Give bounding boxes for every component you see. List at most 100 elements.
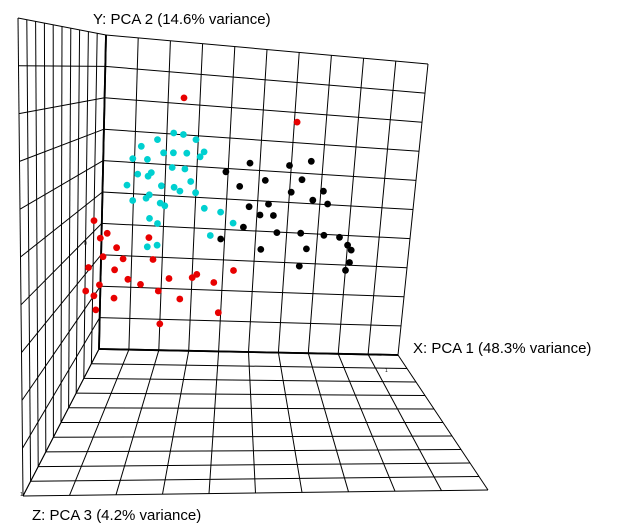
left-wall-vertical-gridline xyxy=(43,23,47,452)
data-point-series-1 xyxy=(200,204,208,212)
back-wall-vertical-gridline xyxy=(337,58,365,354)
data-point-series-1 xyxy=(187,178,195,185)
data-point-series-2 xyxy=(236,183,244,190)
data-point-series-1 xyxy=(192,136,200,144)
data-point-series-1 xyxy=(129,155,137,163)
data-point-series-3 xyxy=(165,275,173,282)
back-wall-vertical-gridline xyxy=(397,63,429,356)
data-point-series-1 xyxy=(161,202,169,210)
data-point-series-1 xyxy=(181,165,189,173)
floor-depth-gridline xyxy=(22,489,489,497)
data-point-series-3 xyxy=(137,281,144,288)
data-point-series-1 xyxy=(154,136,161,144)
data-point-series-1 xyxy=(192,189,200,197)
data-point-series-2 xyxy=(347,246,355,254)
data-point-series-3 xyxy=(99,253,107,261)
left-wall-horizontal-gridline xyxy=(20,223,103,306)
data-point-series-1 xyxy=(170,149,177,157)
data-point-series-2 xyxy=(257,246,265,253)
data-point-series-3 xyxy=(103,229,111,237)
data-point-series-2 xyxy=(256,211,264,219)
x-end-mark: 1 xyxy=(385,368,388,374)
data-point-series-3 xyxy=(96,281,103,289)
data-point-series-2 xyxy=(320,231,328,239)
data-point-series-3 xyxy=(156,320,164,328)
data-point-series-3 xyxy=(90,292,98,300)
data-point-series-2 xyxy=(246,159,254,167)
data-point-series-1 xyxy=(129,197,137,204)
data-point-series-3 xyxy=(193,271,201,278)
left-wall-horizontal-gridline xyxy=(22,317,101,449)
data-point-series-2 xyxy=(320,187,327,195)
data-point-series-3 xyxy=(145,234,153,242)
data-point-series-2 xyxy=(286,162,293,169)
data-point-series-3 xyxy=(180,94,188,102)
data-point-series-3 xyxy=(90,217,98,225)
data-point-series-2 xyxy=(245,203,253,211)
data-point-series-1 xyxy=(170,129,178,137)
left-wall-vertical-gridline xyxy=(35,21,39,467)
floor-width-gridline xyxy=(397,354,489,491)
left-wall-horizontal-gridline xyxy=(21,285,101,401)
floor-depth-gridline xyxy=(38,462,471,468)
data-point-series-1 xyxy=(158,182,165,190)
data-point-series-2 xyxy=(217,235,225,243)
data-point-series-2 xyxy=(297,229,305,237)
back-wall-horizontal-gridline xyxy=(105,34,429,65)
floor-depth-gridline xyxy=(30,476,480,482)
3d-grid-lines xyxy=(17,17,489,497)
data-point-series-2 xyxy=(295,262,303,270)
left-wall-horizontal-gridline xyxy=(21,254,102,353)
data-point-series-3 xyxy=(113,244,120,252)
data-point-series-3 xyxy=(149,256,157,263)
data-point-series-2 xyxy=(270,212,277,219)
data-point-series-3 xyxy=(293,118,301,126)
data-point-series-2 xyxy=(287,188,295,196)
floor-width-gridline xyxy=(337,353,396,492)
data-point-series-2 xyxy=(309,196,317,204)
floor-width-gridline xyxy=(248,351,256,494)
floor-width-gridline xyxy=(307,353,349,492)
data-point-series-1 xyxy=(200,148,208,156)
data-point-series-3 xyxy=(92,306,100,314)
data-point-series-2 xyxy=(273,229,281,237)
data-point-series-3 xyxy=(110,294,118,302)
data-point-series-2 xyxy=(342,266,349,274)
left-wall-vertical-gridline xyxy=(26,19,32,482)
data-point-series-1 xyxy=(170,183,178,191)
data-point-series-3 xyxy=(96,234,104,242)
data-point-series-1 xyxy=(145,191,153,199)
data-point-series-1 xyxy=(183,149,191,157)
floor-depth-gridline xyxy=(45,449,462,453)
data-point-series-1 xyxy=(146,215,153,222)
data-point-series-3 xyxy=(85,264,92,271)
z-end-mark: 1 xyxy=(20,492,23,498)
y-axis-title: Y: PCA 2 (14.6% variance) xyxy=(93,11,271,28)
left-wall-vertical-gridline xyxy=(17,17,24,497)
data-point-series-3 xyxy=(119,255,127,263)
back-wall-vertical-gridline xyxy=(367,61,397,355)
data-point-series-3 xyxy=(230,267,237,274)
data-point-series-1 xyxy=(154,220,161,227)
data-point-series-1 xyxy=(180,131,187,138)
back-wall-horizontal-gridline xyxy=(105,65,426,94)
data-point-series-2 xyxy=(344,241,351,249)
back-wall-horizontal-gridline xyxy=(104,97,423,123)
data-point-series-1 xyxy=(153,241,161,249)
data-point-series-3 xyxy=(214,309,222,317)
back-wall-vertical-gridline xyxy=(277,52,300,353)
data-point-series-1 xyxy=(144,156,151,163)
data-point-series-3 xyxy=(111,266,118,274)
left-wall-horizontal-gridline xyxy=(20,191,103,258)
data-point-series-2 xyxy=(240,223,247,231)
floor-depth-gridline xyxy=(53,435,453,438)
floor-width-gridline xyxy=(367,354,442,491)
data-point-series-1 xyxy=(147,169,155,177)
data-point-series-3 xyxy=(210,279,218,286)
data-point-series-1 xyxy=(160,149,168,157)
data-point-series-1 xyxy=(206,232,214,239)
data-point-series-1 xyxy=(196,153,204,161)
data-point-series-2 xyxy=(303,245,310,253)
data-point-series-2 xyxy=(261,177,269,184)
data-point-series-1 xyxy=(176,187,184,195)
